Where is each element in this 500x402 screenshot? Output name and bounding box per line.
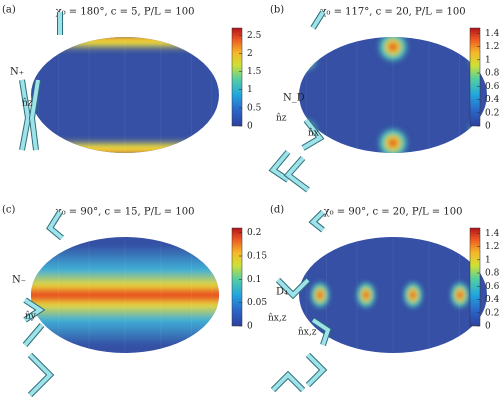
colorbar-tick-label: 2.5 [247, 31, 262, 41]
rod [311, 10, 325, 30]
rod [310, 210, 325, 232]
hot-spot [401, 279, 425, 311]
colorbar-tick-label: 0.15 [247, 252, 267, 262]
colorbar-tick-label: 1.4 [485, 229, 500, 239]
colorbar-tick-label: 1 [485, 255, 491, 265]
colorbar-tick-label: 0.8 [485, 69, 500, 79]
colorbar-tick-label: 0.5 [247, 103, 262, 113]
axis-label: n̂x [308, 128, 319, 139]
axis-label: n̂x,z [298, 327, 317, 338]
panel-title: χ₀ = 90°, c = 15, P/L = 100 [56, 207, 195, 218]
colorbar-tick-label: 0.05 [247, 298, 267, 308]
colorbar-tick-label: 0.4 [485, 95, 500, 105]
axis-label: n̂x,z [268, 313, 287, 324]
colorbar-tick-label: 1.2 [485, 42, 499, 52]
colorbar-tick-label: 0 [247, 122, 253, 132]
heat-pattern [31, 245, 219, 345]
colorbar-tick-label: 1.5 [247, 67, 262, 77]
colorbar-tick-label: 1 [485, 55, 491, 65]
rod [301, 118, 323, 150]
rod [311, 318, 331, 346]
panel-label: (c) [2, 205, 16, 216]
panel-label: (d) [270, 205, 284, 216]
rod [271, 372, 305, 392]
rod [28, 353, 53, 397]
colorbar-tick-label: 1 [247, 85, 253, 95]
rod [270, 150, 290, 182]
colorbar [231, 27, 243, 127]
colorbar-tick-label: 2 [247, 49, 253, 59]
rod [285, 156, 310, 192]
panel: (d) χ₀ = 90°, c = 20, P/L = 100 0 0.2 0.4 0.6… [268, 205, 500, 393]
phase-label: N₊ [10, 67, 24, 78]
colorbar-tick-label: 0.8 [485, 269, 500, 279]
colorbar-tick-label: 0.2 [485, 108, 499, 118]
panel: (a) χ₀ = 180°, c = 5, P/L = 100 0 0.5 1 1.5 2 2… [2, 5, 262, 153]
panel: (b) χ₀ = 117°, c = 20, P/L = 100 0 0.2 0.4 0.… [268, 5, 500, 193]
hot-spot [448, 279, 472, 311]
phase-label: N₋ [12, 275, 26, 286]
hot-spot [375, 37, 411, 65]
sphere-map [31, 37, 219, 153]
colorbar-tick-label: 0.6 [485, 282, 500, 292]
sphere-map [299, 37, 487, 153]
panel-title: χ₀ = 180°, c = 5, P/L = 100 [56, 7, 195, 18]
axis-label: n̂z [276, 113, 287, 124]
colorbar-tick-label: 1.4 [485, 29, 500, 39]
rod [276, 278, 310, 298]
panel-title: χ₀ = 117°, c = 20, P/L = 100 [320, 7, 465, 18]
axis-label: n̂y [25, 311, 37, 322]
rod [23, 323, 44, 347]
hot-band [31, 245, 219, 345]
colorbar-tick-label: 0 [485, 322, 491, 332]
rod [20, 79, 31, 151]
colorbar [231, 227, 243, 327]
phase-label: N_D [283, 93, 305, 104]
hot-spot [375, 125, 411, 153]
panel-label: (a) [2, 5, 16, 16]
colorbar [469, 27, 481, 127]
rod [29, 79, 40, 151]
panel: (c) χ₀ = 90°, c = 15, P/L = 100 0 0.05 0.1 0.… [2, 205, 267, 398]
colorbar-tick-label: 0 [485, 122, 491, 132]
colorbar-tick-label: 0.4 [485, 295, 500, 305]
heatmap [31, 237, 219, 353]
hot-spot [308, 279, 332, 311]
rod [306, 353, 326, 387]
colorbar-tick-label: 0.2 [485, 308, 499, 318]
sphere-map [299, 237, 487, 353]
colorbar-tick-label: 1.2 [485, 242, 499, 252]
rod-outline [27, 352, 55, 398]
hot-spot [354, 279, 378, 311]
hot-spot [299, 46, 320, 74]
colorbar-tick-label: 0.1 [247, 275, 261, 285]
colorbar [469, 227, 481, 327]
panel-label: (b) [270, 5, 284, 16]
heat-pattern [308, 279, 472, 311]
panel-title: χ₀ = 90°, c = 20, P/L = 100 [324, 207, 463, 218]
rod [23, 298, 44, 322]
rod [47, 210, 64, 240]
phase-label: D₄ [276, 287, 288, 298]
heatmap [305, 237, 481, 353]
axis-label: n̂z [22, 98, 33, 109]
colorbar-tick-label: 0.6 [485, 82, 500, 92]
colorbar-tick-label: 0 [247, 322, 253, 332]
colorbar-tick-label: 0.2 [247, 228, 261, 238]
